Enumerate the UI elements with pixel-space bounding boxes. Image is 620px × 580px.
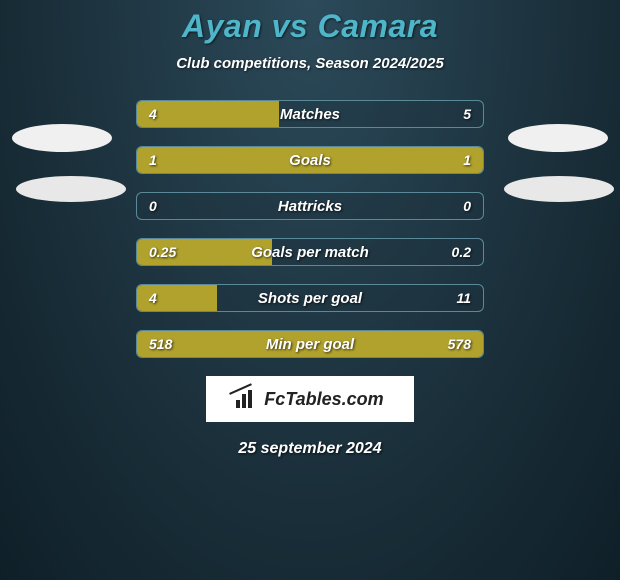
branding-suffix: Tables.com xyxy=(285,389,383,409)
flag-left-placeholder xyxy=(16,176,126,202)
stat-row: 0.250.2Goals per match xyxy=(136,238,484,266)
avatar-right-placeholder xyxy=(508,124,608,152)
stat-value-left: 0 xyxy=(149,193,157,219)
stat-value-right: 0 xyxy=(463,193,471,219)
branding-box: FcTables.com xyxy=(206,376,414,422)
stat-row: 518578Min per goal xyxy=(136,330,484,358)
stat-bar-left-fill xyxy=(137,239,272,265)
date-line: 25 september 2024 xyxy=(0,440,620,458)
player-left-name: Ayan xyxy=(182,8,262,44)
branding-prefix: Fc xyxy=(264,389,285,409)
stat-bar-left-fill xyxy=(137,101,279,127)
stat-value-right: 5 xyxy=(463,101,471,127)
comparison-card: Ayan vs Camara Club competitions, Season… xyxy=(0,0,620,580)
stat-bar-left-fill xyxy=(137,331,483,357)
branding-text: FcTables.com xyxy=(264,389,383,410)
stat-row: 11Goals xyxy=(136,146,484,174)
stat-value-right: 0.2 xyxy=(452,239,471,265)
stat-row: 0 0Hattricks xyxy=(136,192,484,220)
comparison-title: Ayan vs Camara xyxy=(0,8,620,45)
stat-row: 411Shots per goal xyxy=(136,284,484,312)
stat-bar-left-fill xyxy=(137,285,217,311)
stat-label: Hattricks xyxy=(137,193,483,219)
player-right-name: Camara xyxy=(318,8,438,44)
chart-icon xyxy=(236,390,258,408)
vs-separator: vs xyxy=(272,8,309,44)
stat-row: 45Matches xyxy=(136,100,484,128)
subtitle: Club competitions, Season 2024/2025 xyxy=(0,55,620,72)
stat-bar-left-fill xyxy=(137,147,483,173)
stat-bar-list: 45Matches 11Goals 0 0Hattricks 0.250.2Goals … xyxy=(136,100,484,358)
avatar-left-placeholder xyxy=(12,124,112,152)
flag-right-placeholder xyxy=(504,176,614,202)
stat-value-right: 11 xyxy=(456,285,471,311)
